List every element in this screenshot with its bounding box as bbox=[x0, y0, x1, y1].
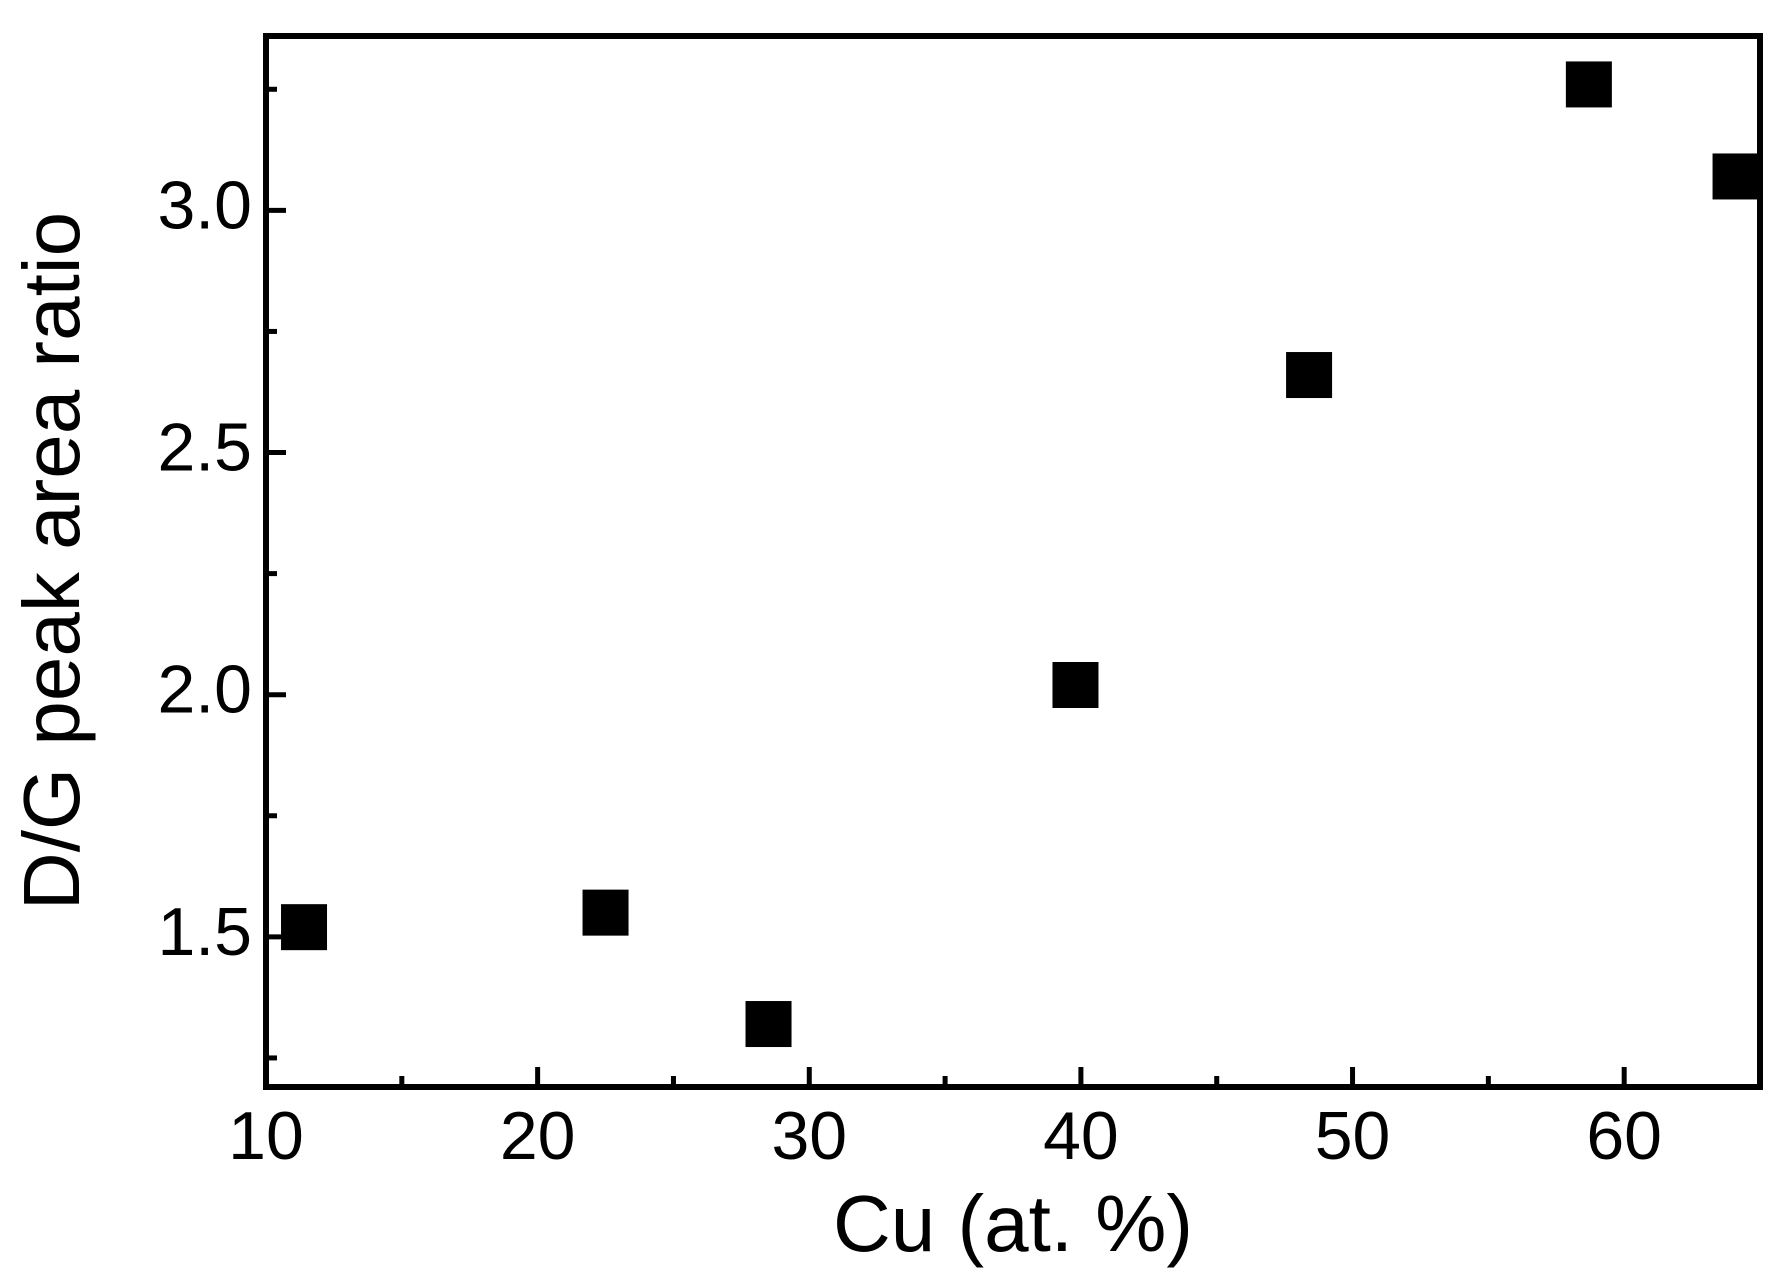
y-tick-label: 1.5 bbox=[157, 894, 252, 970]
x-tick-label: 40 bbox=[1043, 1098, 1119, 1174]
x-tick-label: 30 bbox=[771, 1098, 847, 1174]
x-tick-label: 50 bbox=[1315, 1098, 1391, 1174]
x-tick-label: 10 bbox=[228, 1098, 304, 1174]
marker bbox=[1286, 352, 1333, 399]
y-axis-label: D/G peak area ratio bbox=[7, 212, 96, 910]
marker bbox=[1565, 61, 1612, 108]
y-tick-label: 2.0 bbox=[157, 652, 252, 728]
x-tick-label: 20 bbox=[500, 1098, 576, 1174]
x-axis-label: Cu (at. %) bbox=[833, 1179, 1193, 1268]
y-tick-label: 3.0 bbox=[157, 167, 252, 243]
marker bbox=[745, 1001, 792, 1048]
marker bbox=[582, 889, 629, 936]
plot-frame bbox=[263, 33, 1763, 1090]
x-tick-label: 60 bbox=[1586, 1098, 1662, 1174]
marker bbox=[1712, 153, 1759, 200]
marker bbox=[281, 904, 328, 951]
y-tick-label: 2.5 bbox=[157, 409, 252, 485]
marker bbox=[1052, 662, 1099, 709]
